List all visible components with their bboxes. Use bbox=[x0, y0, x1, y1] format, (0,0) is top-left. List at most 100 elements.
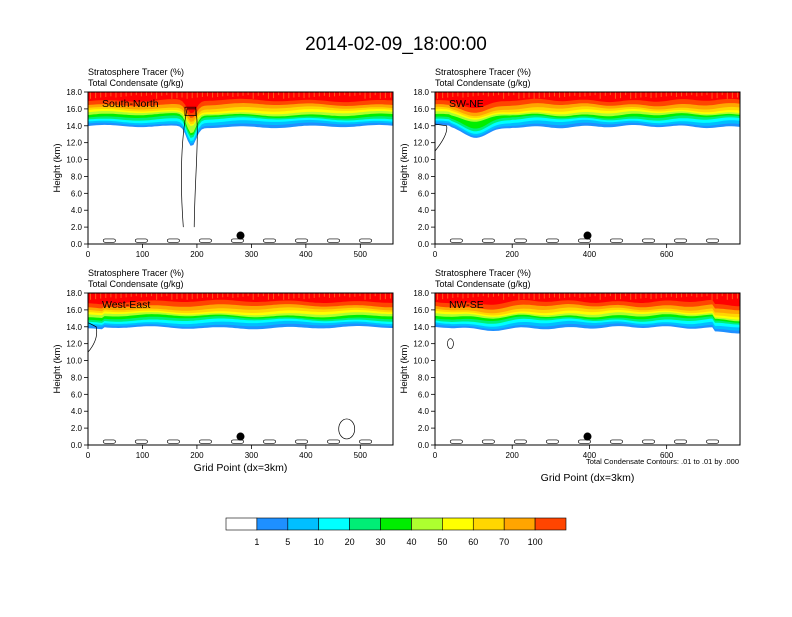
condensate-contour-low bbox=[610, 238, 623, 243]
colorbar-box bbox=[225, 517, 258, 531]
x-tick-label: 600 bbox=[660, 250, 674, 259]
x-tick-label: 200 bbox=[190, 451, 204, 460]
condensate-contour-low bbox=[706, 439, 720, 444]
y-tick-label: 8.0 bbox=[418, 172, 430, 181]
condensate-contour-low bbox=[481, 238, 495, 243]
y-tick-label: 2.0 bbox=[71, 223, 83, 232]
panel-title-line1: Stratosphere Tracer (%) bbox=[435, 268, 531, 278]
colorbar-label: 50 bbox=[437, 537, 447, 547]
y-tick-label: 4.0 bbox=[71, 206, 83, 215]
y-tick-label: 4.0 bbox=[418, 206, 430, 215]
y-tick-label: 12.0 bbox=[66, 340, 82, 349]
y-tick-label: 6.0 bbox=[71, 390, 83, 399]
y-tick-label: 10.0 bbox=[413, 156, 429, 165]
condensate-contour-low bbox=[327, 238, 340, 243]
x-tick-label: 500 bbox=[354, 250, 368, 259]
y-axis-label: Height (km) bbox=[399, 143, 410, 192]
y-tick-label: 16.0 bbox=[66, 105, 82, 114]
plot-frame bbox=[434, 292, 741, 446]
panel-label: SW-NE bbox=[449, 98, 484, 110]
colorbar-label: 10 bbox=[314, 537, 324, 547]
x-axis-label: Grid Point (dx=3km) bbox=[194, 462, 288, 474]
panel-west-east: Stratosphere Tracer (%)Total Condensate … bbox=[52, 268, 394, 474]
tracer-band-11 bbox=[88, 293, 393, 305]
colorbar-box bbox=[256, 517, 289, 531]
colorbar-box bbox=[287, 517, 320, 531]
condensate-contour-low bbox=[642, 439, 655, 444]
tracer-streaks bbox=[90, 293, 391, 300]
colorbar-box bbox=[503, 517, 536, 531]
tracer-streaks bbox=[437, 293, 738, 300]
y-tick-label: 16.0 bbox=[413, 105, 429, 114]
condensate-contour-low bbox=[102, 439, 116, 444]
colorbar-label: 40 bbox=[406, 537, 416, 547]
y-tick-label: 18.0 bbox=[66, 88, 82, 97]
tracer-streaks bbox=[90, 92, 391, 99]
condensate-contour-low bbox=[545, 238, 559, 243]
tracer-band-11 bbox=[88, 92, 393, 114]
condensate-contour-low bbox=[610, 439, 623, 444]
panel-label: South-North bbox=[102, 98, 159, 110]
colorbar-box bbox=[411, 517, 443, 531]
y-tick-label: 12.0 bbox=[413, 139, 429, 148]
condensate-contour-low bbox=[577, 238, 591, 243]
plot-frame bbox=[87, 292, 394, 446]
colorbar-box bbox=[534, 517, 567, 531]
y-tick-label: 6.0 bbox=[418, 189, 430, 198]
panel-title-line2: Total Condensate (g/kg) bbox=[88, 78, 184, 88]
colorbar-box bbox=[380, 517, 412, 531]
tracer-band-11 bbox=[435, 293, 740, 307]
colorbar-label: 20 bbox=[345, 537, 355, 547]
page-title: 2014-02-09_18:00:00 bbox=[305, 34, 487, 55]
y-tick-label: 10.0 bbox=[66, 357, 82, 366]
y-tick-label: 2.0 bbox=[418, 424, 430, 433]
y-tick-label: 0.0 bbox=[418, 441, 430, 450]
x-tick-label: 0 bbox=[433, 250, 438, 259]
x-tick-label: 400 bbox=[583, 451, 597, 460]
x-tick-label: 300 bbox=[245, 250, 259, 259]
condensate-contour-low bbox=[481, 439, 495, 444]
condensate-contour-low bbox=[674, 439, 687, 444]
x-tick-label: 100 bbox=[136, 250, 150, 259]
y-tick-label: 18.0 bbox=[66, 289, 82, 298]
x-tick-label: 400 bbox=[299, 250, 313, 259]
condensate-contours bbox=[435, 123, 720, 243]
y-tick-label: 8.0 bbox=[71, 373, 83, 382]
condensate-contour-low bbox=[263, 238, 276, 243]
panel-label: West-East bbox=[102, 299, 150, 311]
condensate-contour-low bbox=[513, 238, 527, 243]
condensate-contour-low bbox=[231, 439, 244, 444]
x-tick-label: 200 bbox=[506, 250, 520, 259]
condensate-contour-low bbox=[198, 439, 212, 444]
condensate-contour-low bbox=[327, 439, 340, 444]
plot-frame bbox=[434, 91, 741, 245]
condensate-contour-low bbox=[449, 439, 463, 444]
panel-south-north: Stratosphere Tracer (%)Total Condensate … bbox=[52, 67, 394, 259]
y-tick-label: 2.0 bbox=[71, 424, 83, 433]
tracer-field bbox=[88, 92, 393, 244]
condensate-contour-low bbox=[166, 238, 180, 243]
condensate-contour-low bbox=[359, 439, 373, 444]
tracer-streaks bbox=[437, 92, 738, 99]
x-tick-label: 400 bbox=[299, 451, 313, 460]
y-tick-label: 14.0 bbox=[66, 323, 82, 332]
condensate-contour-low bbox=[706, 238, 720, 243]
panel-title-line2: Total Condensate (g/kg) bbox=[435, 279, 531, 289]
y-axis-label: Height (km) bbox=[52, 344, 63, 393]
condensate-contour-low bbox=[577, 439, 591, 444]
tracer-band-11 bbox=[435, 92, 740, 109]
condensate-contour-low bbox=[198, 238, 212, 243]
location-marker bbox=[236, 432, 245, 441]
y-tick-label: 12.0 bbox=[66, 139, 82, 148]
condensate-contour-edge bbox=[88, 322, 98, 353]
condensate-contour-low bbox=[449, 238, 463, 243]
colorbar-label: 70 bbox=[499, 537, 509, 547]
y-tick-label: 10.0 bbox=[413, 357, 429, 366]
condensate-contour-low bbox=[263, 439, 276, 444]
condensate-contour-cell bbox=[447, 338, 454, 350]
colorbar-label: 5 bbox=[285, 537, 290, 547]
y-tick-label: 0.0 bbox=[71, 240, 83, 249]
y-tick-label: 10.0 bbox=[66, 156, 82, 165]
